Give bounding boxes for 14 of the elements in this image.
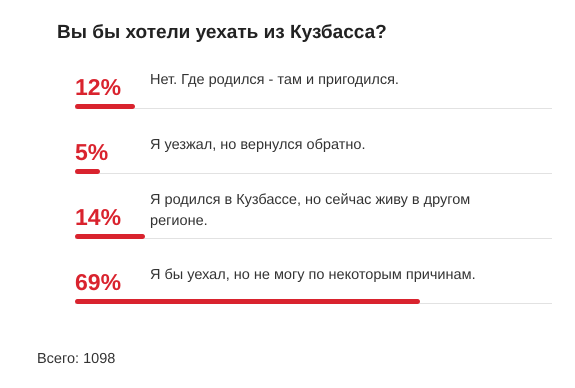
bar: [75, 104, 135, 109]
bar: [75, 169, 100, 174]
y-tick-label: Я бы уехал, но не могу по некоторым причинам.: [150, 267, 476, 283]
data-label: 14%: [75, 204, 122, 230]
y-tick-label: Я уезжал, но вернулся обратно.: [150, 137, 366, 153]
y-tick-label: Нет. Где родился - там и пригодился.: [150, 72, 399, 88]
text: Всего: 1098: [36, 351, 116, 367]
y-tick-label: Я родился в Кузбассе, но сейчас живу в другом регионе.: [150, 192, 470, 229]
data-label: 5%: [75, 139, 108, 165]
chart-title: Вы бы хотели уехать из Кузбасса?: [56, 21, 388, 45]
data-label: 12%: [75, 74, 122, 100]
data-label: 69%: [75, 269, 122, 295]
bar: [75, 299, 420, 304]
bar: [75, 234, 145, 239]
